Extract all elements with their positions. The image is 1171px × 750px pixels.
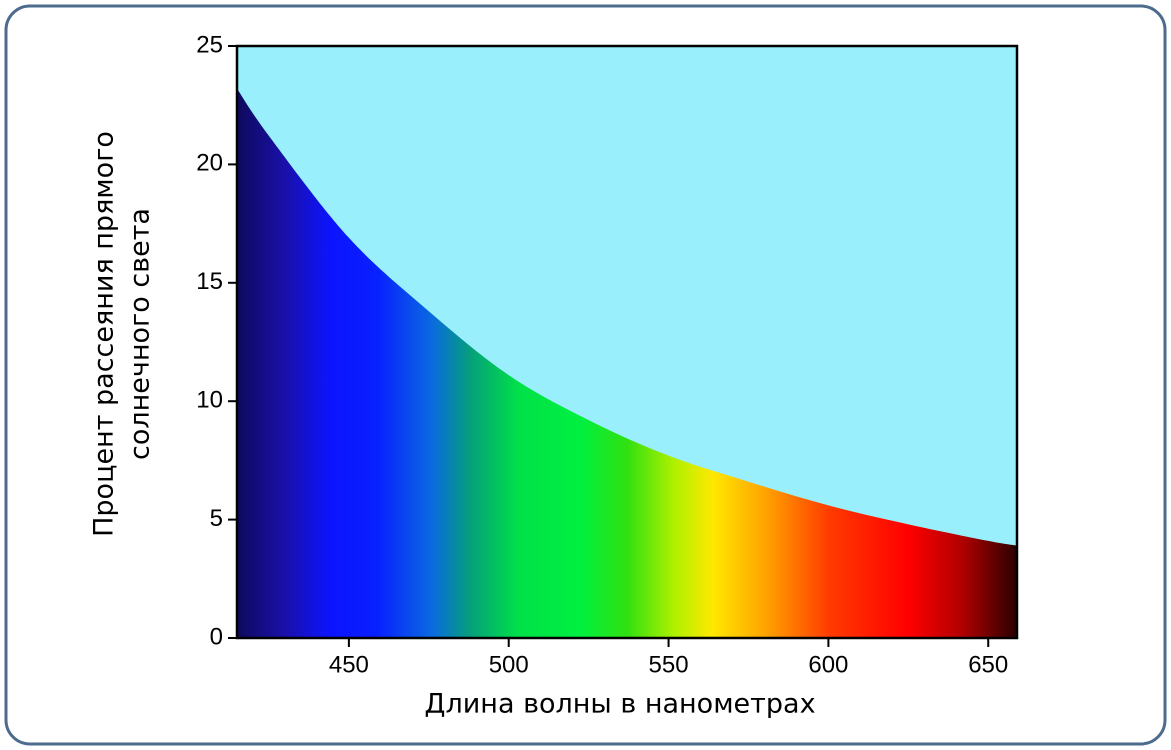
y-tick-label: 25	[196, 31, 223, 58]
y-tick-label: 20	[196, 150, 223, 177]
x-tick-label: 550	[649, 651, 689, 678]
y-label-line: солнечного света	[125, 208, 156, 460]
x-axis-label: Длина волны в нанометрах	[424, 689, 815, 720]
y-axis-label: Процент рассеяния прямого солнечного све…	[89, 131, 156, 537]
x-tick-label: 600	[808, 651, 848, 678]
plot-area: 0 5 10 15 20 25 450 500 550 600 650	[196, 31, 1019, 678]
plot-border	[235, 44, 1019, 640]
y-tick-label: 0	[210, 623, 223, 650]
x-tick-label: 500	[489, 651, 529, 678]
y-tick-label: 15	[196, 268, 223, 295]
area	[237, 88, 1017, 638]
x-tick-label: 450	[329, 651, 369, 678]
y-label-line: Процент рассеяния прямого	[89, 131, 120, 537]
y-tick-label: 10	[196, 387, 223, 414]
y-tick-label: 5	[210, 505, 223, 532]
x-tick-label: 650	[968, 651, 1008, 678]
